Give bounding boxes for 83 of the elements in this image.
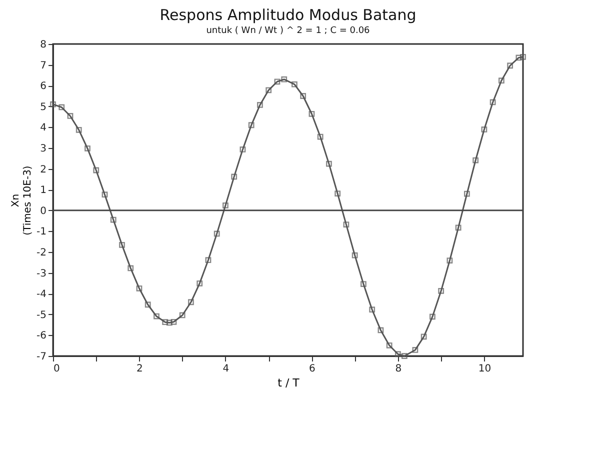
point xyxy=(179,312,186,318)
point xyxy=(136,285,142,292)
y-tick-label: 8 xyxy=(40,40,46,50)
y-tick-label: -6 xyxy=(36,330,46,342)
point xyxy=(128,265,134,272)
point xyxy=(334,190,341,196)
point xyxy=(119,242,125,248)
point xyxy=(343,222,350,228)
chart-title: Respons Amplitudo Modus Batang xyxy=(160,6,416,24)
point xyxy=(326,160,332,167)
y-tick-label: 7 xyxy=(40,60,46,72)
point xyxy=(102,192,108,198)
point xyxy=(188,299,194,306)
point xyxy=(498,78,504,84)
point xyxy=(281,76,288,82)
x-tick-label: 2 xyxy=(136,364,143,374)
point xyxy=(231,174,238,180)
point xyxy=(292,81,298,88)
point xyxy=(196,280,203,286)
y-tick-label: -1 xyxy=(36,226,46,238)
point xyxy=(420,334,427,340)
point xyxy=(144,302,151,308)
y-tick-label: -4 xyxy=(36,289,46,300)
point xyxy=(412,347,418,353)
point xyxy=(446,258,453,264)
point xyxy=(50,101,56,108)
x-tick-label: 4 xyxy=(222,364,230,374)
point xyxy=(490,99,496,106)
point xyxy=(352,252,358,258)
y-tick-label: -7 xyxy=(36,352,46,362)
point xyxy=(58,104,65,110)
x-axis-title: t / T xyxy=(278,376,300,390)
chart-subtitle: untuk ( Wn / Wt ) ^ 2 = 1 ; C = 0.06 xyxy=(206,26,370,36)
point xyxy=(170,318,177,325)
y-tick-label: -2 xyxy=(36,248,46,258)
point xyxy=(162,319,168,326)
point xyxy=(401,353,408,359)
point xyxy=(464,190,470,197)
point xyxy=(300,93,306,99)
y-tick-label: 2 xyxy=(40,164,46,176)
point xyxy=(214,230,220,237)
y-axis-title: Xn (Times 10E-3) xyxy=(10,166,34,236)
point xyxy=(520,54,526,60)
point xyxy=(378,327,384,334)
y-tick-label: 6 xyxy=(40,81,46,92)
point xyxy=(240,146,246,152)
y-tick-label: 3 xyxy=(40,144,46,154)
x-tick-label: 10 xyxy=(478,364,492,374)
y-tick-label: 0 xyxy=(40,206,46,217)
point xyxy=(257,102,263,108)
point xyxy=(395,351,401,358)
point xyxy=(248,122,254,128)
x-tick-label: 6 xyxy=(309,364,316,374)
y-tick-label: 4 xyxy=(40,122,46,134)
point xyxy=(317,134,324,140)
y-tick-label: 1 xyxy=(40,185,46,196)
point xyxy=(205,257,212,264)
x-tick-label: 0 xyxy=(54,364,60,374)
point xyxy=(67,113,74,119)
point xyxy=(516,54,522,61)
point xyxy=(472,157,479,164)
y-tick-label: 5 xyxy=(40,102,46,113)
y-tick-label: -3 xyxy=(36,268,46,280)
point xyxy=(154,313,160,320)
point xyxy=(222,202,228,208)
point xyxy=(438,288,444,294)
point xyxy=(84,145,90,152)
point xyxy=(430,314,436,320)
point xyxy=(110,216,116,223)
point xyxy=(76,126,82,133)
point xyxy=(360,281,366,287)
point xyxy=(308,110,315,117)
y-tick-label: -5 xyxy=(36,310,46,321)
point xyxy=(369,306,376,313)
point xyxy=(455,224,462,231)
point xyxy=(93,167,100,174)
point xyxy=(386,342,392,348)
x-tick-label: 8 xyxy=(395,364,402,374)
point xyxy=(507,62,514,69)
point xyxy=(266,87,272,94)
point xyxy=(481,126,488,132)
point xyxy=(166,320,172,326)
point xyxy=(274,78,280,85)
